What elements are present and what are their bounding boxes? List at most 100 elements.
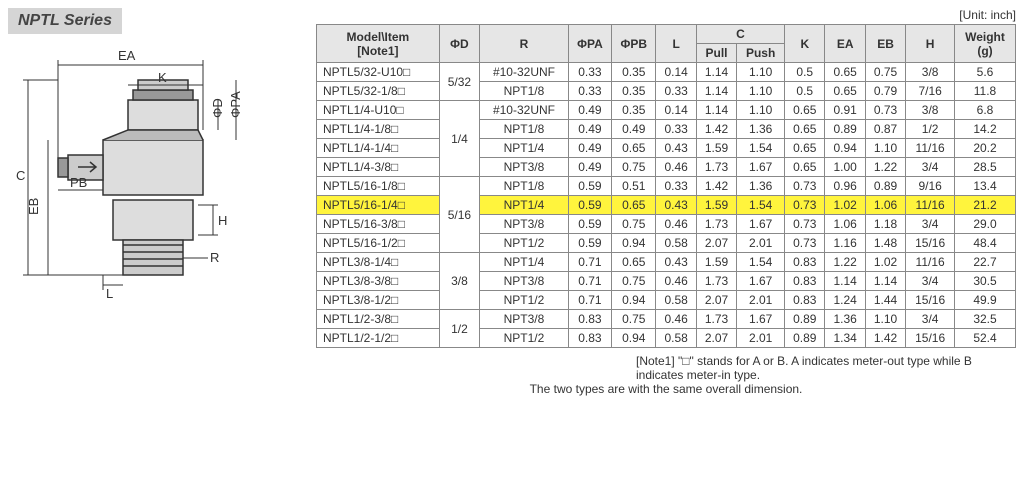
table-cell: 1.00 bbox=[825, 158, 865, 177]
table-cell: NPT3/8 bbox=[480, 158, 569, 177]
table-cell: 1.54 bbox=[737, 253, 785, 272]
table-row: NPTL1/4-3/8□NPT3/80.490.750.461.731.670.… bbox=[317, 158, 1016, 177]
table-cell: NPTL3/8-1/2□ bbox=[317, 291, 440, 310]
table-cell: 0.51 bbox=[612, 177, 656, 196]
table-cell: 3/4 bbox=[906, 272, 955, 291]
table-cell: 3/8 bbox=[439, 253, 479, 310]
table-cell: 1.34 bbox=[825, 329, 865, 348]
dim-label-eb: EB bbox=[26, 198, 41, 215]
table-cell: 1.36 bbox=[825, 310, 865, 329]
table-cell: 1.67 bbox=[737, 158, 785, 177]
table-cell: 0.14 bbox=[656, 101, 696, 120]
table-row: NPTL5/32-1/8□NPT1/80.330.350.331.141.100… bbox=[317, 82, 1016, 101]
table-cell: 1.73 bbox=[696, 215, 736, 234]
table-cell: 30.5 bbox=[954, 272, 1015, 291]
table-cell: 1/4 bbox=[439, 101, 479, 177]
table-cell: 0.89 bbox=[825, 120, 865, 139]
table-cell: 1.14 bbox=[865, 272, 905, 291]
th-phipb: ΦPB bbox=[612, 25, 656, 63]
dim-label-c: C bbox=[16, 168, 25, 183]
table-cell: 0.58 bbox=[656, 234, 696, 253]
table-cell: NPTL5/16-1/2□ bbox=[317, 234, 440, 253]
table-cell: NPT1/4 bbox=[480, 196, 569, 215]
table-cell: 1.10 bbox=[865, 310, 905, 329]
table-cell: NPT1/4 bbox=[480, 139, 569, 158]
table-cell: 0.33 bbox=[656, 177, 696, 196]
table-cell: 0.46 bbox=[656, 158, 696, 177]
table-cell: 13.4 bbox=[954, 177, 1015, 196]
table-cell: 15/16 bbox=[906, 329, 955, 348]
table-row: NPTL1/4-U10□1/4#10-32UNF0.490.350.141.14… bbox=[317, 101, 1016, 120]
table-cell: 11.8 bbox=[954, 82, 1015, 101]
th-phipa: ΦPA bbox=[568, 25, 611, 63]
table-row: NPTL1/4-1/8□NPT1/80.490.490.331.421.360.… bbox=[317, 120, 1016, 139]
table-cell: 0.94 bbox=[612, 329, 656, 348]
table-cell: NPT1/2 bbox=[480, 329, 569, 348]
table-cell: 0.58 bbox=[656, 291, 696, 310]
table-cell: NPTL5/16-3/8□ bbox=[317, 215, 440, 234]
table-cell: 0.33 bbox=[656, 82, 696, 101]
table-cell: 1.59 bbox=[696, 196, 736, 215]
table-cell: 3/4 bbox=[906, 310, 955, 329]
table-cell: NPT1/8 bbox=[480, 82, 569, 101]
table-cell: NPTL5/32-1/8□ bbox=[317, 82, 440, 101]
th-h: H bbox=[906, 25, 955, 63]
table-cell: 1.22 bbox=[825, 253, 865, 272]
table-cell: 1.42 bbox=[865, 329, 905, 348]
table-cell: 0.65 bbox=[785, 139, 825, 158]
table-cell: 0.75 bbox=[612, 215, 656, 234]
table-cell: 1/2 bbox=[439, 310, 479, 348]
table-cell: NPT3/8 bbox=[480, 310, 569, 329]
table-cell: NPT1/8 bbox=[480, 177, 569, 196]
table-cell: 1.14 bbox=[825, 272, 865, 291]
table-cell: 0.35 bbox=[612, 82, 656, 101]
dim-label-k: K bbox=[158, 70, 167, 85]
table-cell: 1.44 bbox=[865, 291, 905, 310]
table-cell: 0.65 bbox=[612, 196, 656, 215]
th-k: K bbox=[785, 25, 825, 63]
table-cell: 0.65 bbox=[785, 120, 825, 139]
table-cell: NPTL1/2-3/8□ bbox=[317, 310, 440, 329]
table-cell: NPT1/2 bbox=[480, 234, 569, 253]
dimension-diagram: EA K ΦD ΦPA PB C EB H L R bbox=[8, 40, 298, 300]
table-cell: 3/8 bbox=[906, 101, 955, 120]
table-cell: 0.35 bbox=[612, 101, 656, 120]
table-cell: 5.6 bbox=[954, 63, 1015, 82]
th-push: Push bbox=[737, 44, 785, 63]
table-row: NPTL5/32-U10□5/32#10-32UNF0.330.350.141.… bbox=[317, 63, 1016, 82]
table-cell: 0.35 bbox=[612, 63, 656, 82]
table-cell: 1.22 bbox=[865, 158, 905, 177]
dim-label-ea: EA bbox=[118, 48, 136, 63]
table-cell: 11/16 bbox=[906, 196, 955, 215]
spec-table: Model\Item[Note1] ΦD R ΦPA ΦPB L C K EA … bbox=[316, 24, 1016, 348]
table-cell: 0.91 bbox=[825, 101, 865, 120]
table-cell: 0.83 bbox=[785, 272, 825, 291]
series-title: NPTL Series bbox=[8, 8, 122, 34]
table-cell: 0.71 bbox=[568, 253, 611, 272]
table-cell: 2.01 bbox=[737, 329, 785, 348]
dim-label-phipa: ΦPA bbox=[228, 91, 243, 118]
table-cell: 6.8 bbox=[954, 101, 1015, 120]
table-cell: 0.58 bbox=[656, 329, 696, 348]
table-cell: 11/16 bbox=[906, 253, 955, 272]
th-c: C bbox=[696, 25, 784, 44]
table-cell: 15/16 bbox=[906, 234, 955, 253]
table-cell: 0.65 bbox=[825, 82, 865, 101]
table-cell: 0.71 bbox=[568, 291, 611, 310]
table-cell: 0.33 bbox=[568, 82, 611, 101]
table-cell: 1.67 bbox=[737, 215, 785, 234]
dim-label-h: H bbox=[218, 213, 227, 228]
table-cell: 5/32 bbox=[439, 63, 479, 101]
table-cell: 2.01 bbox=[737, 234, 785, 253]
table-cell: 1.59 bbox=[696, 253, 736, 272]
table-cell: 0.5 bbox=[785, 82, 825, 101]
th-pull: Pull bbox=[696, 44, 736, 63]
th-ea: EA bbox=[825, 25, 865, 63]
table-cell: 1.59 bbox=[696, 139, 736, 158]
table-cell: 0.49 bbox=[568, 139, 611, 158]
table-cell: 1.42 bbox=[696, 120, 736, 139]
table-cell: 0.49 bbox=[612, 120, 656, 139]
table-cell: 0.65 bbox=[785, 158, 825, 177]
table-cell: 1.10 bbox=[865, 139, 905, 158]
table-cell: 2.07 bbox=[696, 329, 736, 348]
